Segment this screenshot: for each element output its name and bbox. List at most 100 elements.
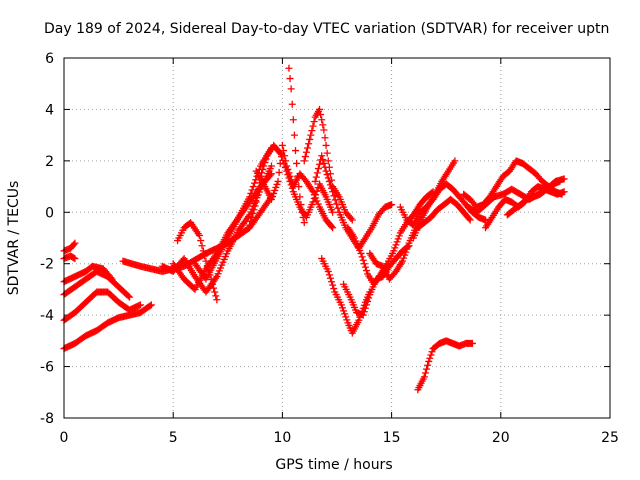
series-arc-14 xyxy=(285,64,308,227)
data-point xyxy=(71,255,79,263)
y-tick-label: -6 xyxy=(40,360,54,376)
data-point xyxy=(330,285,338,293)
data-point xyxy=(361,304,369,312)
x-tick-label: 5 xyxy=(169,430,178,446)
data-point xyxy=(402,248,410,256)
data-point xyxy=(253,192,261,200)
data-point xyxy=(465,215,473,223)
data-point xyxy=(331,196,339,204)
grid xyxy=(64,58,610,418)
x-axis-label: GPS time / hours xyxy=(275,457,392,473)
y-tick-label: 6 xyxy=(45,51,54,67)
data-point xyxy=(323,149,331,157)
data-point xyxy=(328,184,336,192)
data-point xyxy=(427,351,435,359)
data-point xyxy=(394,235,402,243)
data-point xyxy=(560,175,568,183)
data-point xyxy=(348,216,356,224)
data-point xyxy=(354,243,362,251)
data-point xyxy=(356,246,364,254)
data-point xyxy=(302,148,310,156)
y-tick-label: 0 xyxy=(45,205,54,221)
data-point xyxy=(300,219,308,227)
data-point xyxy=(271,186,279,194)
data-point xyxy=(267,162,275,170)
data-point xyxy=(313,169,321,177)
data-point xyxy=(333,200,341,208)
y-tick-label: -8 xyxy=(40,411,54,427)
data-point xyxy=(259,165,267,173)
data-point xyxy=(262,155,270,163)
series-arc-5 xyxy=(60,239,79,255)
data-point xyxy=(267,170,275,178)
x-tick-label: 0 xyxy=(60,430,69,446)
data-point xyxy=(314,165,322,173)
data-point xyxy=(292,147,300,155)
data-point xyxy=(401,251,409,259)
data-point xyxy=(248,213,256,221)
plot-frame xyxy=(63,57,611,419)
data-point xyxy=(358,253,366,261)
data-point xyxy=(294,172,302,180)
data-point xyxy=(428,348,436,356)
data-point xyxy=(424,361,432,369)
series-arc-1 xyxy=(60,301,155,353)
data-point xyxy=(338,304,346,312)
data-point xyxy=(252,198,260,206)
y-axis-label: SDTVAR / TECUs xyxy=(6,181,22,296)
data-point xyxy=(318,152,326,160)
data-point xyxy=(357,249,365,257)
data-point xyxy=(286,75,294,83)
data-point xyxy=(316,160,324,168)
data-point xyxy=(275,168,283,176)
data-point xyxy=(274,177,282,185)
data-point xyxy=(309,188,317,196)
data-point xyxy=(321,163,329,171)
data-point xyxy=(556,177,564,185)
data-point xyxy=(146,302,154,310)
data-point xyxy=(301,153,309,161)
series-arc-6 xyxy=(60,252,79,263)
data-point xyxy=(342,313,350,321)
data-point xyxy=(197,237,205,245)
data-point xyxy=(421,369,429,377)
data-point xyxy=(425,357,433,365)
data-point xyxy=(124,292,132,300)
data-point xyxy=(319,121,327,129)
data-point xyxy=(288,100,296,108)
data-point xyxy=(324,267,332,275)
data-point xyxy=(209,280,217,288)
data-point xyxy=(400,254,408,262)
data-point xyxy=(322,141,330,149)
data-point xyxy=(285,169,293,177)
data-point xyxy=(310,191,318,199)
data-point xyxy=(266,171,274,179)
data-point xyxy=(213,296,221,304)
data-point xyxy=(403,245,411,253)
data-point xyxy=(298,208,306,216)
data-point xyxy=(319,156,327,164)
data-point xyxy=(281,152,289,160)
data-point xyxy=(325,271,333,279)
series-arc-13 xyxy=(252,141,337,232)
data-point xyxy=(286,172,294,180)
series-arc-8 xyxy=(158,162,275,296)
data-point xyxy=(321,134,329,142)
data-point xyxy=(328,278,336,286)
data-point xyxy=(289,116,297,124)
data-point xyxy=(466,216,474,224)
data-point xyxy=(297,201,305,209)
data-point xyxy=(318,116,326,124)
data-point xyxy=(323,171,331,179)
data-point xyxy=(285,64,293,72)
series-arc-21 xyxy=(396,180,490,229)
y-tick-label: -4 xyxy=(40,308,54,324)
data-point xyxy=(404,242,412,250)
data-point xyxy=(284,165,292,173)
data-point xyxy=(395,232,403,240)
data-point xyxy=(202,257,210,265)
data-point xyxy=(325,177,333,185)
data-point xyxy=(201,252,209,260)
data-point xyxy=(305,140,313,148)
